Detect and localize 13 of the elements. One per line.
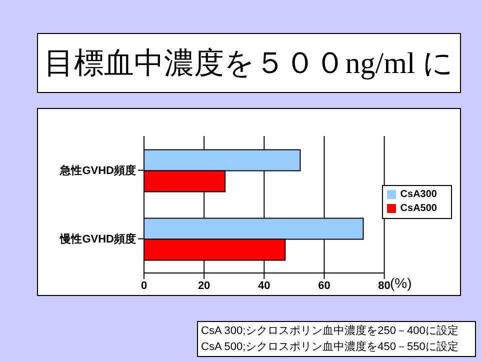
chart-title: 目標血中濃度を５００ng/ml に [37,33,461,93]
y-tick-label: 慢性GVHD頻度 [59,232,136,246]
x-tick-label: 40 [258,280,270,292]
text: CsA 300;シクロスポリン血中濃度を250－400に設定 [201,324,460,339]
legend-label: CsA300 [400,189,437,200]
x-tick-label: 80 [378,280,390,292]
legend-label: CsA500 [400,203,437,214]
x-tick-label: 0 [140,280,148,292]
text: CsA 500;シクロスポリン血中濃度を450－550に設定 [201,340,460,355]
y-tick-label: 急性GVHD頻度 [59,164,136,178]
x-tick-label: 60 [318,280,330,292]
x-tick-label: 20 [198,280,210,292]
x-axis-title: (%) [390,275,412,291]
